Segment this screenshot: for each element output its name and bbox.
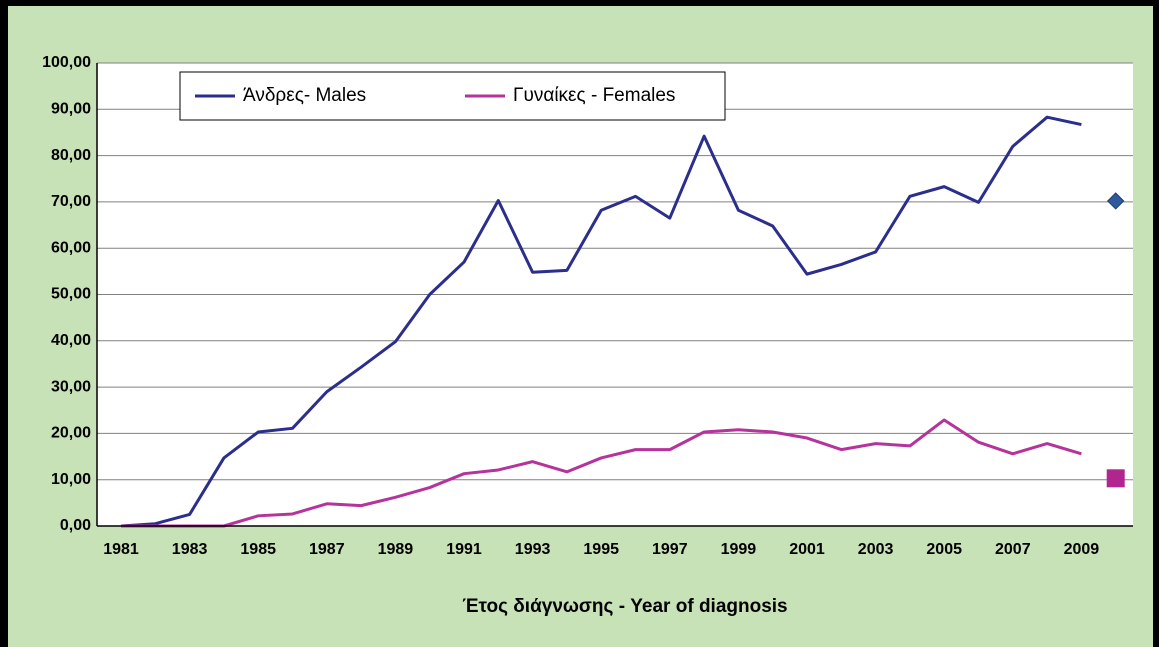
y-tick-label: 100,00: [42, 54, 91, 71]
legend: Άνδρες- Males Γυναίκες - Females: [179, 71, 726, 121]
x-tick-label: 1983: [172, 541, 208, 558]
x-tick-label: 2009: [1064, 541, 1100, 558]
legend-label: Γυναίκες - Females: [513, 85, 675, 106]
x-tick-label: 1993: [515, 541, 551, 558]
x-tick-label: 2007: [995, 541, 1031, 558]
x-tick-label: 1997: [652, 541, 688, 558]
x-tick-label: 2003: [858, 541, 894, 558]
y-tick-label: 40,00: [51, 332, 91, 349]
y-tick-label: 0,00: [60, 517, 91, 534]
x-tick-label: 1999: [721, 541, 757, 558]
x-tick-label: 1995: [583, 541, 619, 558]
x-tick-label: 1987: [309, 541, 345, 558]
y-tick-label: 10,00: [51, 471, 91, 488]
series-line: [121, 418, 1082, 528]
y-tick-label: 70,00: [51, 193, 91, 210]
x-axis-title: Έτος διάγνωσης - Year of diagnosis: [462, 596, 787, 617]
x-tick-label: 1989: [378, 541, 414, 558]
y-tick-label: 60,00: [51, 239, 91, 256]
legend-box: [179, 71, 726, 121]
y-tick-label: 50,00: [51, 286, 91, 303]
marker-square: [1106, 469, 1125, 488]
x-tick-label: 2005: [926, 541, 962, 558]
y-tick-label: 20,00: [51, 425, 91, 442]
x-tick-label: 2001: [789, 541, 825, 558]
x-tick-label: 1981: [103, 541, 139, 558]
series-line: [120, 115, 1082, 528]
marker-diamond: [1106, 192, 1125, 210]
y-tick-label: 30,00: [51, 378, 91, 395]
marks: [120, 115, 1125, 528]
x-tick-label: 1985: [240, 541, 276, 558]
legend-label: Άνδρες- Males: [243, 85, 366, 106]
y-tick-label: 80,00: [51, 147, 91, 164]
x-tick-label: 1991: [446, 541, 482, 558]
y-tick-label: 90,00: [51, 101, 91, 118]
